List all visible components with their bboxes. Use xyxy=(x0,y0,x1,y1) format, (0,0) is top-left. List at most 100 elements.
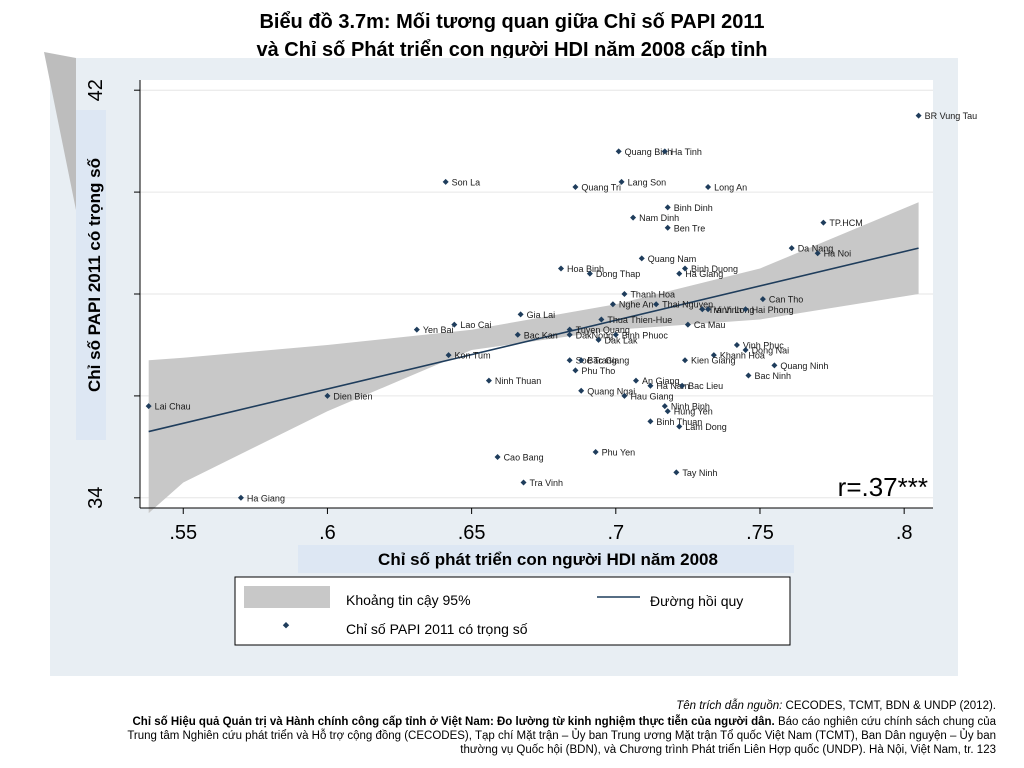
data-point-label: Binh Phuoc xyxy=(622,330,669,340)
data-point xyxy=(451,321,458,328)
data-point xyxy=(145,403,152,410)
data-point xyxy=(598,316,605,323)
x-tick-label: .65 xyxy=(458,522,486,544)
data-point xyxy=(682,265,689,272)
data-point-label: Tuyen Quang xyxy=(576,325,630,335)
data-point xyxy=(566,326,573,333)
data-point xyxy=(442,178,449,185)
data-point xyxy=(618,178,625,185)
source-citation-line-3: Trung tâm Nghiên cứu phát triển và Hỗ tr… xyxy=(127,730,996,742)
data-point-label: Dien Bien xyxy=(333,391,372,401)
data-point-label: Ha Giang xyxy=(685,269,723,279)
legend-ci-swatch xyxy=(244,586,330,608)
data-point-label: Bac Ninh xyxy=(754,371,791,381)
data-point xyxy=(742,306,749,313)
x-tick-label: .75 xyxy=(746,522,774,544)
data-point xyxy=(621,291,628,297)
data-point xyxy=(494,454,501,461)
data-point-label: Vinh Phuc xyxy=(743,340,784,350)
ylabel-background xyxy=(76,110,106,440)
data-point-label: Phu Yen xyxy=(602,447,636,457)
data-point xyxy=(820,219,827,226)
legend-point-marker xyxy=(282,622,290,629)
data-point xyxy=(647,382,654,389)
data-point xyxy=(324,392,331,399)
source-orgs: CECODES, TCMT, BDN & UNDP (2012). xyxy=(785,700,996,712)
data-point xyxy=(759,296,766,303)
data-point-label: Gia Lai xyxy=(527,310,556,320)
data-point xyxy=(705,184,712,190)
data-point xyxy=(592,448,599,455)
data-point-label: Ha Noi xyxy=(824,249,852,259)
source-report-title: Chỉ số Hiệu quả Quản trị và Hành chính c… xyxy=(132,716,775,728)
data-point-label: Ha Nam xyxy=(656,381,689,391)
data-point-label: Lam Dong xyxy=(685,422,727,432)
data-point-label: Lang Son xyxy=(628,177,667,187)
data-point xyxy=(653,301,660,308)
data-point xyxy=(638,255,645,262)
data-point xyxy=(647,418,654,425)
data-point xyxy=(566,357,573,364)
data-point-label: Bac Giang xyxy=(587,356,629,366)
source-label: Tên trích dẫn nguồn: xyxy=(676,700,783,712)
data-point xyxy=(612,331,619,338)
data-point xyxy=(621,392,628,399)
data-point xyxy=(520,479,527,486)
data-point-label: Hung Yen xyxy=(674,407,713,417)
data-point-label: Dong Thap xyxy=(596,269,640,279)
x-tick-label: .8 xyxy=(896,522,913,544)
data-point xyxy=(788,245,795,252)
x-tick-label: .6 xyxy=(319,522,336,544)
data-point-label: Can Tho xyxy=(769,295,803,305)
confidence-band xyxy=(148,202,919,514)
data-point xyxy=(705,306,712,313)
data-point xyxy=(733,341,740,348)
data-point-label: Bac Lieu xyxy=(688,381,723,391)
xlabel-background xyxy=(298,545,794,573)
data-point xyxy=(664,224,671,231)
data-point-label: Son La xyxy=(452,177,481,187)
data-point xyxy=(630,214,637,221)
x-tick-label: .55 xyxy=(169,522,197,544)
data-point-label: Vinh Long xyxy=(714,305,754,315)
data-point-label: Thai Nguyen xyxy=(662,300,713,310)
data-point xyxy=(771,362,778,369)
data-point-label: Ben Tre xyxy=(674,223,706,233)
data-point-label: Bac Kan xyxy=(524,330,558,340)
data-point-label: Nghe An xyxy=(619,300,654,310)
data-point-label: Tra Vinh xyxy=(530,478,564,488)
data-point-label: Ca Mau xyxy=(694,320,726,330)
data-point-label: Da Nang xyxy=(798,244,834,254)
legend-line-label: Đường hồi quy xyxy=(650,593,743,609)
data-point xyxy=(632,377,639,384)
data-point-label: Ha Giang xyxy=(247,493,285,503)
data-point xyxy=(578,387,585,394)
data-point-label: Ha Tinh xyxy=(671,147,702,157)
data-point-label: Binh Thuan xyxy=(656,417,702,427)
y-ticks: 34 42 xyxy=(85,79,140,509)
data-point-label: Binh Dinh xyxy=(674,203,713,213)
data-point-label: Hoa Binh xyxy=(567,264,604,274)
data-point xyxy=(558,265,565,272)
data-point xyxy=(676,270,683,277)
data-point xyxy=(679,382,686,389)
legend-point-label: Chỉ số PAPI 2011 có trọng số xyxy=(346,621,528,637)
data-point xyxy=(676,423,683,430)
data-point xyxy=(615,148,622,155)
data-point-label: Phu Tho xyxy=(581,366,615,376)
data-point-label: DakNong xyxy=(576,330,614,340)
x-axis-label: Chỉ số phát triển con người HDI năm 2008 xyxy=(378,550,718,569)
data-point-label: Quang Tri xyxy=(581,183,621,193)
data-point-label: Tra Vinh xyxy=(708,305,742,315)
data-point xyxy=(485,377,492,384)
data-point xyxy=(684,321,691,328)
data-point xyxy=(699,306,706,313)
data-point-label: Dong Nai xyxy=(752,346,790,356)
legend-ci-label: Khoảng tin cậy 95% xyxy=(346,592,471,608)
data-point xyxy=(578,357,585,364)
data-point xyxy=(745,372,752,379)
data-point-label: BR Vung Tau xyxy=(925,111,978,121)
data-point xyxy=(586,270,593,277)
data-point xyxy=(661,148,668,155)
